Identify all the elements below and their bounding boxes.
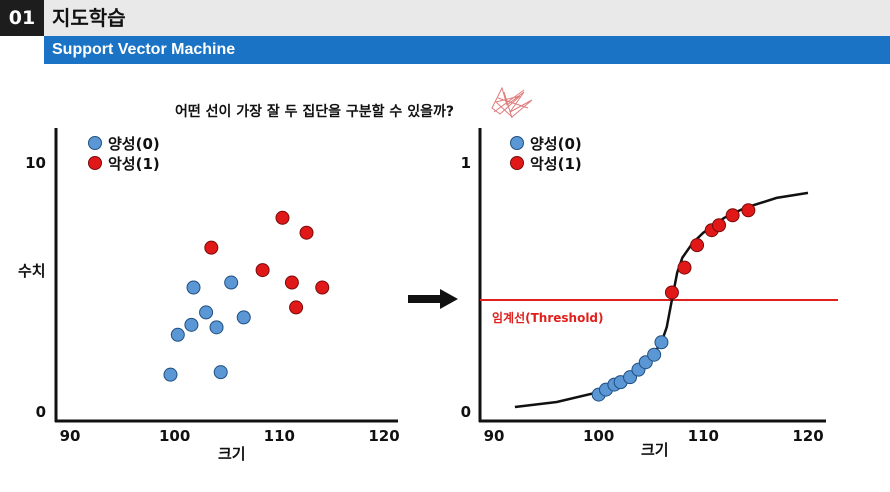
y-tick-label: 10 <box>25 154 46 172</box>
scribble-star-icon <box>491 86 533 119</box>
left-legend: 양성(0) 악성(1) <box>88 135 160 173</box>
legend-malignant-marker <box>88 156 102 170</box>
threshold-label: 임계선(Threshold) <box>492 310 604 325</box>
benign-point <box>186 280 201 295</box>
benign-point <box>163 367 178 382</box>
legend-benign-marker <box>88 136 102 150</box>
malignant-point <box>664 285 679 300</box>
malignant-point <box>677 260 692 275</box>
malignant-point <box>275 210 290 225</box>
malignant-point <box>255 263 270 278</box>
legend-malignant-label: 악성(1) <box>108 155 160 173</box>
left-ylabel: 수치 <box>18 262 46 280</box>
malignant-point <box>289 300 304 315</box>
benign-point <box>184 317 199 332</box>
x-tick-label: 120 <box>792 427 823 445</box>
y-tick-label: 0 <box>36 403 46 421</box>
malignant-point <box>284 275 299 290</box>
legend-benign-label: 양성(0) <box>108 135 160 153</box>
right-xlabel: 크기 <box>641 441 669 459</box>
left-xlabel: 크기 <box>218 445 246 463</box>
page-title: 지도학습 <box>52 6 126 30</box>
malignant-point <box>204 240 219 255</box>
benign-point <box>209 320 224 335</box>
x-tick-label: 110 <box>264 427 295 445</box>
x-tick-label: 100 <box>583 427 614 445</box>
malignant-point <box>712 218 727 233</box>
legend-benign-marker <box>510 136 524 150</box>
section-number: 01 <box>0 0 44 36</box>
benign-point <box>213 365 228 380</box>
title-bar: 01 지도학습 <box>0 0 890 36</box>
scatter-chart: 90 100 110 120 0 10 수치 크기 양성(0) 악성(1) <box>18 128 400 463</box>
page-subtitle: Support Vector Machine <box>52 41 236 58</box>
malignant-point <box>741 203 756 218</box>
x-tick-label: 110 <box>688 427 719 445</box>
arrow-right-icon <box>408 289 458 309</box>
x-tick-label: 90 <box>60 427 81 445</box>
malignant-point <box>315 280 330 295</box>
x-tick-label: 90 <box>484 427 505 445</box>
x-tick-label: 120 <box>368 427 399 445</box>
y-tick-label: 0 <box>461 403 471 421</box>
malignant-point <box>725 208 740 223</box>
legend-malignant-marker <box>510 156 524 170</box>
benign-point <box>654 335 669 350</box>
y-tick-label: 1 <box>461 154 471 172</box>
benign-point <box>170 327 185 342</box>
right-legend: 양성(0) 악성(1) <box>510 135 582 173</box>
logistic-chart: 90 100 110 120 0 1 크기 임계선(Threshold) 양성(0) 악… <box>461 128 838 459</box>
subtitle-bar: Support Vector Machine <box>44 36 890 64</box>
benign-point <box>224 275 239 290</box>
malignant-point <box>690 238 705 253</box>
question-text: 어떤 선이 가장 잘 두 집단을 구분할 수 있을까? <box>175 104 454 120</box>
legend-benign-label: 양성(0) <box>530 135 582 153</box>
benign-point <box>647 347 662 362</box>
benign-point <box>199 305 214 320</box>
malignant-point <box>299 225 314 240</box>
legend-malignant-label: 악성(1) <box>530 155 582 173</box>
x-tick-label: 100 <box>159 427 190 445</box>
benign-point <box>236 310 251 325</box>
